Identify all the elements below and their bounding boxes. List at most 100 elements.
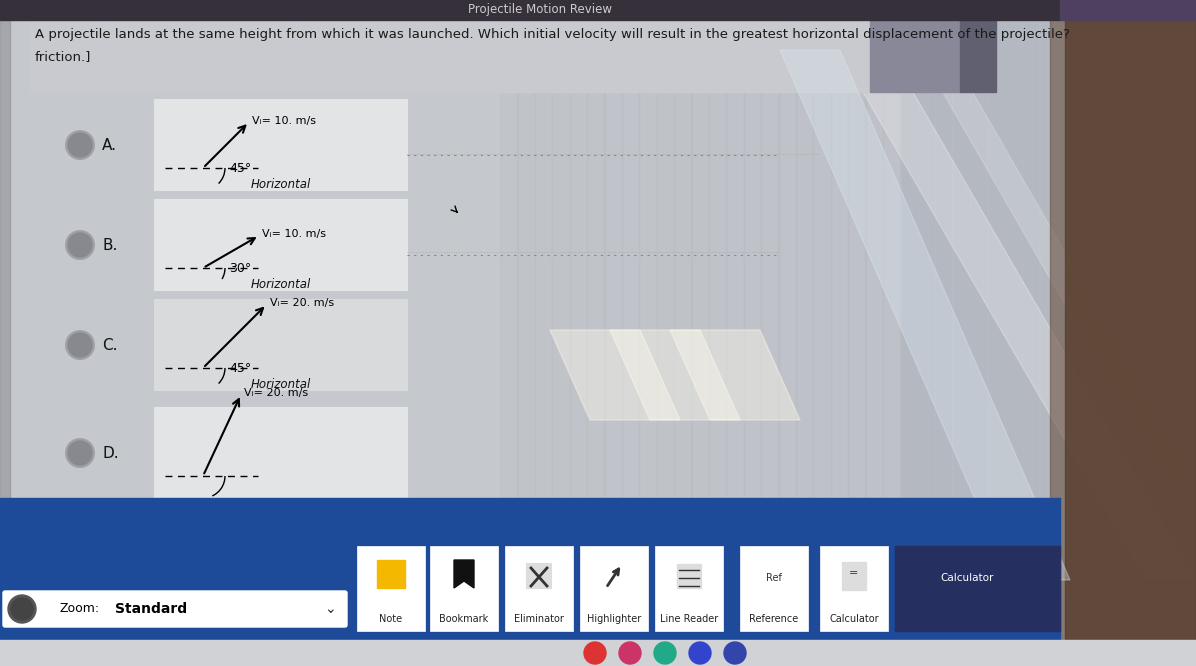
Polygon shape <box>670 330 800 420</box>
Bar <box>952 18 970 598</box>
Bar <box>1161 18 1179 598</box>
Bar <box>1092 18 1109 598</box>
Text: Vᵢ= 20. m/s: Vᵢ= 20. m/s <box>269 298 334 308</box>
Bar <box>970 18 988 598</box>
Bar <box>1109 18 1127 598</box>
Bar <box>883 18 901 598</box>
Text: Vᵢ= 10. m/s: Vᵢ= 10. m/s <box>252 116 316 126</box>
Text: B.: B. <box>102 238 117 252</box>
Bar <box>761 18 779 598</box>
Circle shape <box>68 133 92 157</box>
Bar <box>1023 18 1039 598</box>
Text: Horizontal: Horizontal <box>251 278 311 290</box>
Bar <box>1178 18 1196 598</box>
Bar <box>917 18 935 598</box>
Polygon shape <box>901 18 1196 480</box>
Bar <box>1060 0 1196 20</box>
Bar <box>895 546 1060 631</box>
Text: 30°: 30° <box>228 262 251 275</box>
Bar <box>431 546 498 631</box>
Bar <box>0 18 901 598</box>
Text: D.: D. <box>102 446 118 460</box>
Bar <box>842 562 866 590</box>
Circle shape <box>620 642 641 664</box>
Text: 45°: 45° <box>228 362 251 375</box>
Bar <box>377 560 405 588</box>
Bar <box>657 18 675 598</box>
Bar <box>356 546 425 631</box>
Text: Horizontal: Horizontal <box>251 378 311 390</box>
Text: Highlighter: Highlighter <box>587 614 641 624</box>
Bar <box>0 0 1060 20</box>
Text: Vᵢ= 10. m/s: Vᵢ= 10. m/s <box>262 230 327 240</box>
Bar <box>677 564 701 588</box>
Bar <box>820 546 887 631</box>
Text: Projectile Motion Review: Projectile Motion Review <box>468 3 612 17</box>
Bar <box>505 546 573 631</box>
Bar <box>779 18 795 598</box>
Text: Ref: Ref <box>767 573 782 583</box>
Circle shape <box>11 598 33 620</box>
Circle shape <box>68 333 92 357</box>
Bar <box>587 18 604 598</box>
Circle shape <box>65 230 94 260</box>
Bar <box>740 546 808 631</box>
Bar <box>987 18 1005 598</box>
Bar <box>580 546 648 631</box>
Text: Vᵢ= 20. m/s: Vᵢ= 20. m/s <box>244 388 309 398</box>
Polygon shape <box>820 18 1196 580</box>
Circle shape <box>724 642 746 664</box>
Bar <box>0 498 1060 666</box>
Text: Line Reader: Line Reader <box>660 614 718 624</box>
Bar <box>518 18 535 598</box>
Text: A.: A. <box>102 137 117 153</box>
Bar <box>569 18 587 598</box>
Bar <box>1143 18 1161 598</box>
Bar <box>622 18 640 598</box>
Text: Bookmark: Bookmark <box>439 614 489 624</box>
Text: A projectile lands at the same height from which it was launched. Which initial : A projectile lands at the same height fr… <box>35 28 1070 41</box>
Circle shape <box>689 642 710 664</box>
Circle shape <box>65 438 94 468</box>
Polygon shape <box>1050 0 1196 666</box>
Bar <box>830 18 848 598</box>
Circle shape <box>68 441 92 465</box>
Circle shape <box>68 233 92 257</box>
Bar <box>527 564 551 588</box>
Polygon shape <box>780 50 1070 580</box>
Bar <box>500 18 518 598</box>
Polygon shape <box>550 330 681 420</box>
Bar <box>866 18 883 598</box>
Bar <box>553 18 569 598</box>
Text: 45°: 45° <box>228 162 251 175</box>
Bar <box>795 18 813 598</box>
Bar <box>535 18 553 598</box>
Text: Reference: Reference <box>750 614 799 624</box>
Bar <box>726 18 744 598</box>
Bar <box>0 0 10 666</box>
Circle shape <box>654 642 676 664</box>
Polygon shape <box>454 560 474 588</box>
Bar <box>675 18 691 598</box>
Bar <box>155 200 407 290</box>
Bar <box>709 18 726 598</box>
Text: Zoom:: Zoom: <box>60 603 100 615</box>
Bar <box>155 100 407 190</box>
Bar <box>813 18 831 598</box>
Polygon shape <box>1064 0 1196 666</box>
Text: Eliminator: Eliminator <box>514 614 565 624</box>
FancyBboxPatch shape <box>4 591 347 627</box>
Text: =: = <box>849 568 859 578</box>
Circle shape <box>8 595 36 623</box>
Circle shape <box>584 642 606 664</box>
Text: Standard: Standard <box>115 602 187 616</box>
Text: Calculator: Calculator <box>940 573 994 583</box>
Circle shape <box>65 330 94 360</box>
Bar <box>848 18 866 598</box>
Text: Note: Note <box>379 614 403 624</box>
Circle shape <box>65 130 94 160</box>
Bar <box>901 18 917 598</box>
Bar <box>1039 18 1057 598</box>
Bar <box>1127 18 1143 598</box>
Bar <box>155 300 407 390</box>
